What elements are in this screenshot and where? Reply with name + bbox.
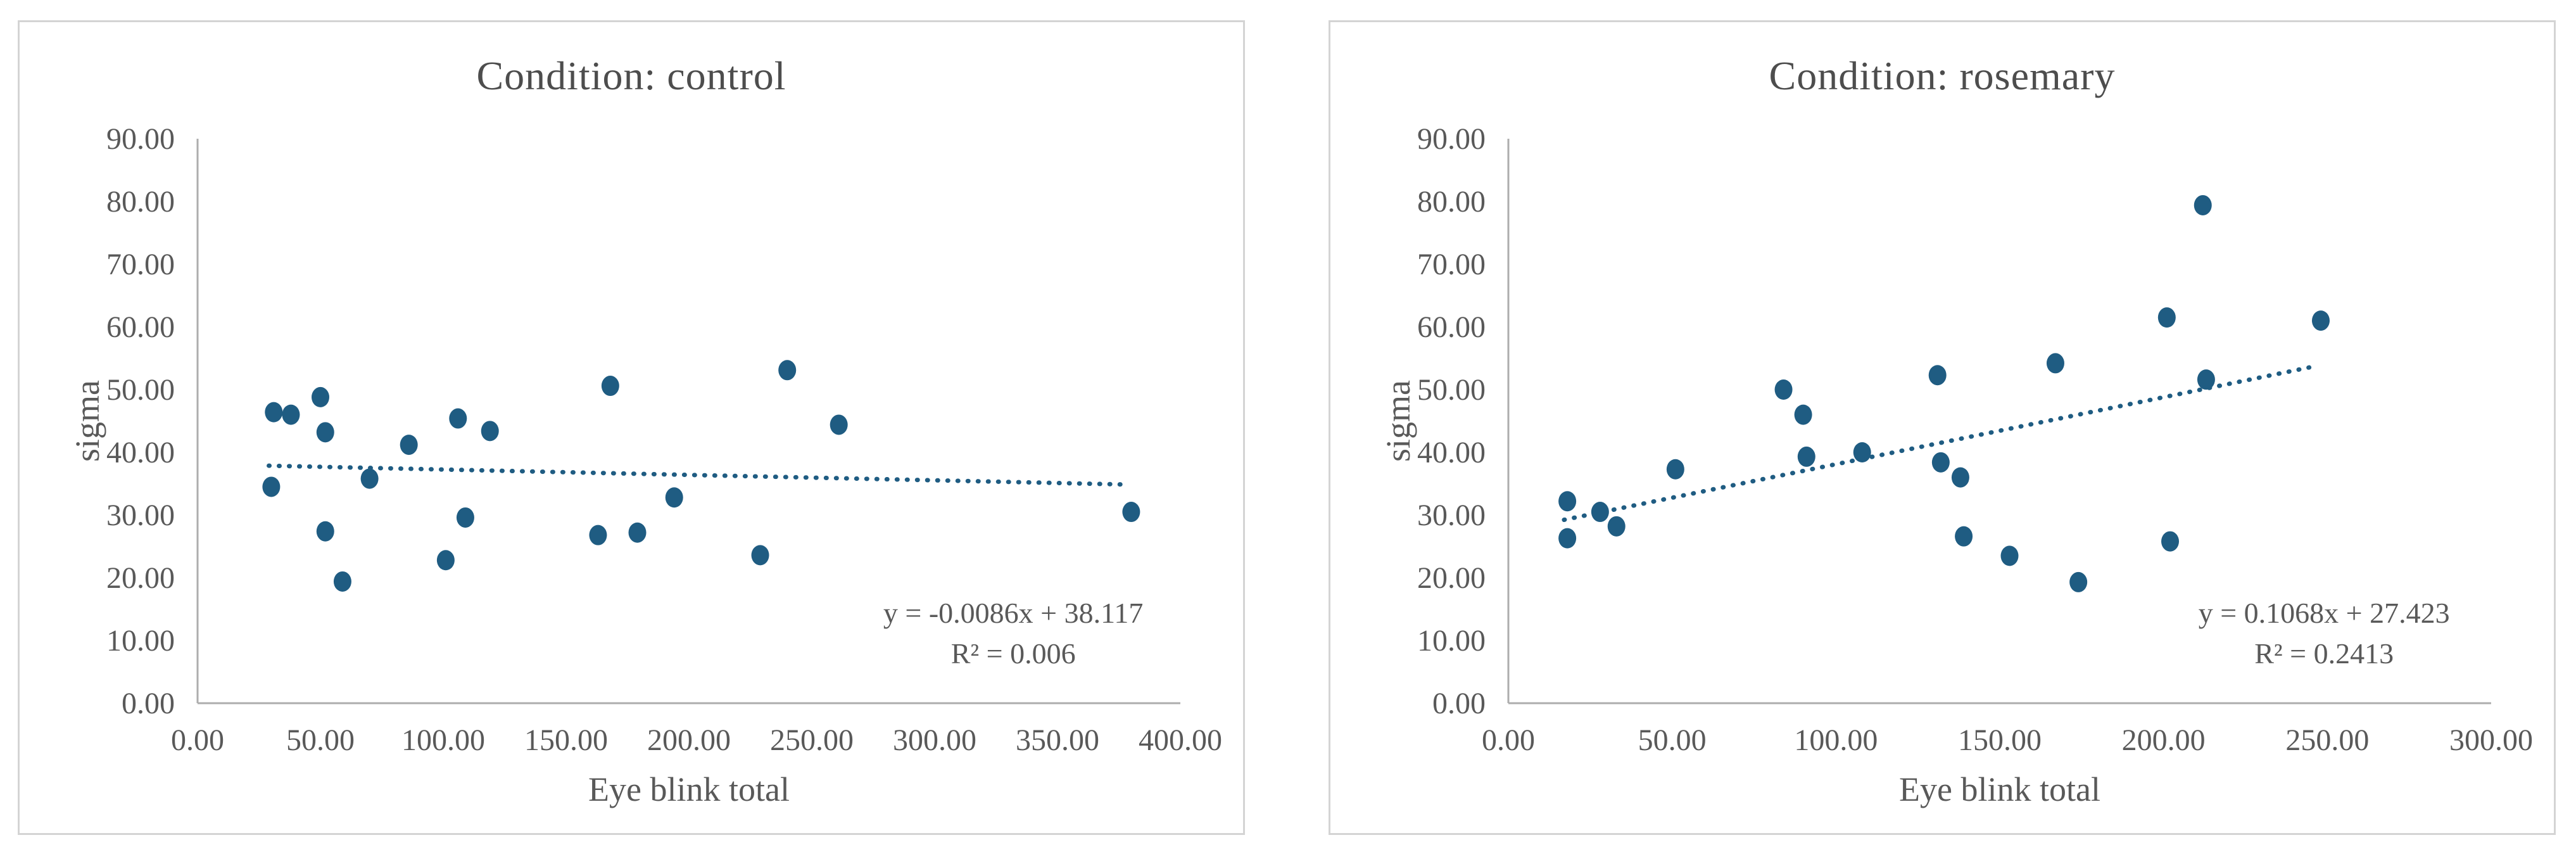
data-point — [1931, 452, 1950, 473]
data-point — [265, 402, 283, 423]
data-point — [2157, 307, 2176, 328]
scatter-plot-control: 0.00 10.00 20.00 30.00 40.00 50.00 60.00 70.00 8… — [106, 122, 1222, 757]
data-point — [400, 435, 418, 455]
y-tick-label: 60.00 — [1417, 310, 1486, 344]
y-tick-label: 60.00 — [106, 310, 175, 344]
data-point — [1951, 467, 1969, 488]
y-tick-label: 30.00 — [1417, 499, 1486, 532]
y-tick-label: 40.00 — [1417, 436, 1486, 469]
x-axis-title-rosemary: Eye blink total — [1899, 770, 2100, 808]
data-point — [1591, 502, 1609, 523]
data-point — [1797, 446, 1815, 467]
data-point — [1928, 365, 1947, 386]
trendline-equation: y = -0.0086x + 38.117 — [883, 597, 1144, 629]
y-tick-label: 30.00 — [106, 499, 175, 532]
data-point — [262, 476, 281, 497]
x-tick-label: 0.00 — [1482, 723, 1535, 757]
y-tick-label: 80.00 — [106, 185, 175, 219]
x-tick-label: 150.00 — [1958, 723, 2042, 757]
data-point — [333, 571, 351, 592]
y-tick-label: 40.00 — [106, 436, 175, 469]
x-tick-label: 250.00 — [770, 723, 854, 757]
y-tick-label: 80.00 — [1417, 185, 1486, 219]
x-tick-label: 300.00 — [2449, 723, 2533, 757]
data-point — [1558, 491, 1577, 512]
chart-title-control: Condition: control — [476, 53, 786, 98]
trendline-r-squared: R² = 0.2413 — [2254, 637, 2394, 670]
y-tick-label: 10.00 — [106, 624, 175, 658]
y-tick-label: 90.00 — [106, 122, 175, 156]
data-point — [1955, 526, 1973, 547]
data-point — [2311, 310, 2330, 331]
data-point — [830, 414, 848, 435]
data-point — [316, 521, 334, 542]
data-point — [1666, 459, 1684, 480]
y-tick-label: 0.00 — [1432, 687, 1486, 720]
y-tick-label: 70.00 — [106, 248, 175, 281]
chart-title-rosemary: Condition: rosemary — [1769, 53, 2116, 98]
data-point — [312, 386, 329, 407]
data-point — [2000, 545, 2019, 566]
data-point — [481, 421, 499, 442]
x-tick-label: 0.00 — [171, 723, 224, 757]
x-tick-label: 150.00 — [524, 723, 608, 757]
chart-panel-rosemary: Condition: rosemary sigma 0.00 10.00 20.00… — [1329, 20, 2556, 835]
x-tick-label: 100.00 — [1794, 723, 1878, 757]
y-tick-label: 70.00 — [1417, 248, 1486, 281]
x-tick-label: 100.00 — [401, 723, 485, 757]
x-tick-label: 200.00 — [2122, 723, 2206, 757]
x-tick-label: 350.00 — [1016, 723, 1099, 757]
scatter-plot-rosemary: 0.00 10.00 20.00 30.00 40.00 50.00 60.00 70.00 8… — [1417, 122, 2533, 757]
y-tick-label: 0.00 — [122, 687, 175, 720]
y-tick-label: 20.00 — [106, 561, 175, 595]
data-point — [436, 550, 455, 571]
y-tick-label: 90.00 — [1417, 122, 1486, 156]
x-tick-label: 50.00 — [1638, 723, 1707, 757]
data-point — [1607, 516, 1626, 537]
data-point — [2046, 353, 2064, 374]
data-point — [1774, 379, 1793, 400]
data-point — [601, 376, 619, 397]
data-point — [628, 522, 647, 543]
trendline — [267, 463, 1129, 487]
data-point — [282, 404, 300, 425]
data-point — [1853, 442, 1871, 462]
trendline — [1562, 364, 2317, 523]
trendline-r-squared: R² = 0.006 — [951, 637, 1076, 670]
data-point — [1122, 502, 1140, 523]
y-tick-label: 10.00 — [1417, 624, 1486, 658]
trendline-equation: y = 0.1068x + 27.423 — [2199, 597, 2450, 629]
data-point — [449, 408, 467, 429]
y-tick-label: 50.00 — [1417, 373, 1486, 407]
data-point — [2069, 571, 2088, 592]
chart-panel-control: Condition: control sigma 0.00 10.00 20.00 3… — [18, 20, 1245, 835]
x-tick-label: 200.00 — [647, 723, 731, 757]
data-point — [751, 545, 769, 566]
x-tick-label: 300.00 — [893, 723, 976, 757]
y-tick-label: 20.00 — [1417, 561, 1486, 595]
data-point — [316, 422, 334, 443]
data-point — [665, 487, 683, 508]
x-tick-label: 50.00 — [286, 723, 355, 757]
x-tick-label: 250.00 — [2285, 723, 2369, 757]
data-point — [1794, 404, 1812, 425]
data-point — [2161, 531, 2180, 552]
y-tick-label: 50.00 — [106, 373, 175, 407]
data-point — [2197, 369, 2215, 390]
x-tick-label: 400.00 — [1139, 723, 1222, 757]
data-point — [778, 360, 797, 381]
data-point — [2194, 194, 2212, 215]
data-point — [589, 525, 607, 545]
data-point — [1558, 528, 1577, 549]
x-axis-title-control: Eye blink total — [588, 770, 790, 808]
data-point — [360, 468, 379, 489]
data-point — [456, 507, 474, 528]
